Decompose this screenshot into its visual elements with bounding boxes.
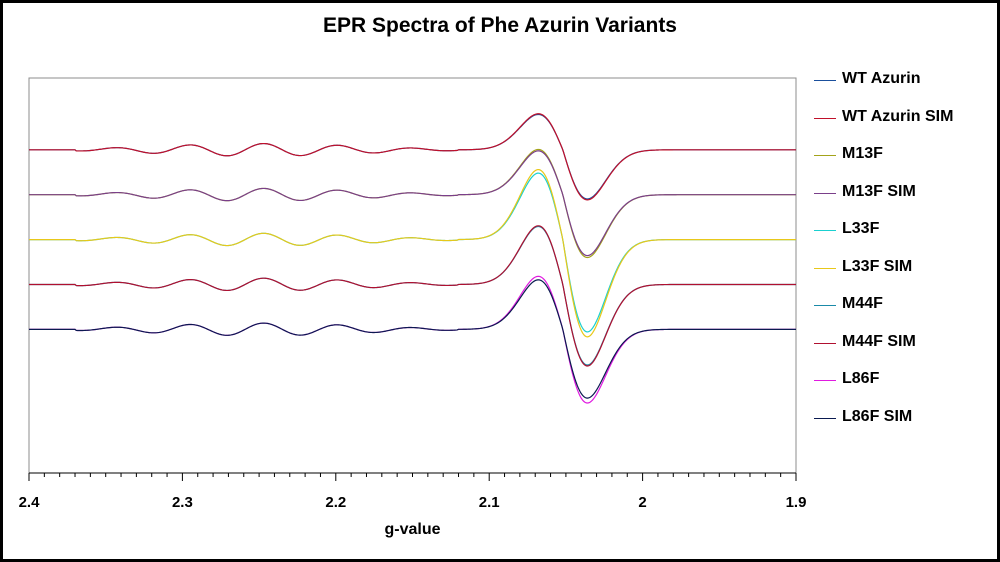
series-line-m13f-sim xyxy=(29,150,796,257)
legend-swatch xyxy=(814,305,836,306)
legend-swatch xyxy=(814,380,836,381)
x-axis: 2.4 2.3 2.2 2.1 2 1.9 xyxy=(19,472,807,511)
x-axis-label: g-value xyxy=(384,521,441,538)
legend-label: M44F SIM xyxy=(842,332,916,350)
legend-swatch xyxy=(814,192,836,194)
legend-label: M13F SIM xyxy=(842,182,916,200)
legend-label: L33F xyxy=(842,220,880,237)
legend-label: WT Azurin SIM xyxy=(842,107,954,125)
legend-swatch xyxy=(814,417,836,419)
series-line-wt-azurin-sim xyxy=(29,113,796,201)
legend-item: L86F SIM xyxy=(812,406,992,430)
x-tick-label: 2 xyxy=(638,494,646,511)
legend-label: L86F SIM xyxy=(842,407,913,425)
legend-item: WT Azurin SIM xyxy=(812,106,992,130)
legend-item: M44F SIM xyxy=(812,331,992,355)
legend-item: L33F SIM xyxy=(812,256,992,280)
legend-label: M44F xyxy=(842,295,883,312)
legend-swatch xyxy=(814,117,836,119)
legend-item: L33F xyxy=(812,218,992,242)
x-tick-label: 2.1 xyxy=(479,494,500,511)
series-line-l86f-sim xyxy=(29,279,796,399)
series-line-l33f-sim xyxy=(29,168,796,338)
x-tick-label: 2.4 xyxy=(19,494,41,511)
x-tick-label: 2.3 xyxy=(172,494,193,511)
legend-swatch xyxy=(814,155,836,156)
legend-swatch xyxy=(814,80,836,81)
legend-item: M44F xyxy=(812,293,992,317)
legend-label: WT Azurin xyxy=(842,70,921,87)
legend-item: M13F SIM xyxy=(812,181,992,205)
legend-swatch xyxy=(814,342,836,344)
legend-label: L33F SIM xyxy=(842,257,913,275)
legend-item: L86F xyxy=(812,368,992,392)
legend-label: M13F xyxy=(842,145,883,162)
legend-item: WT Azurin xyxy=(812,68,992,92)
legend-item: M13F xyxy=(812,143,992,167)
legend-swatch xyxy=(814,267,836,269)
legend-swatch xyxy=(814,230,836,231)
series-line-m44f-sim xyxy=(29,225,796,367)
x-tick-label: 2.2 xyxy=(325,494,346,511)
plot-area xyxy=(28,77,797,474)
chart-title: EPR Spectra of Phe Azurin Variants xyxy=(323,14,677,37)
legend-label: L86F xyxy=(842,370,880,387)
series-layer xyxy=(29,113,796,404)
x-tick-label: 1.9 xyxy=(786,494,807,511)
